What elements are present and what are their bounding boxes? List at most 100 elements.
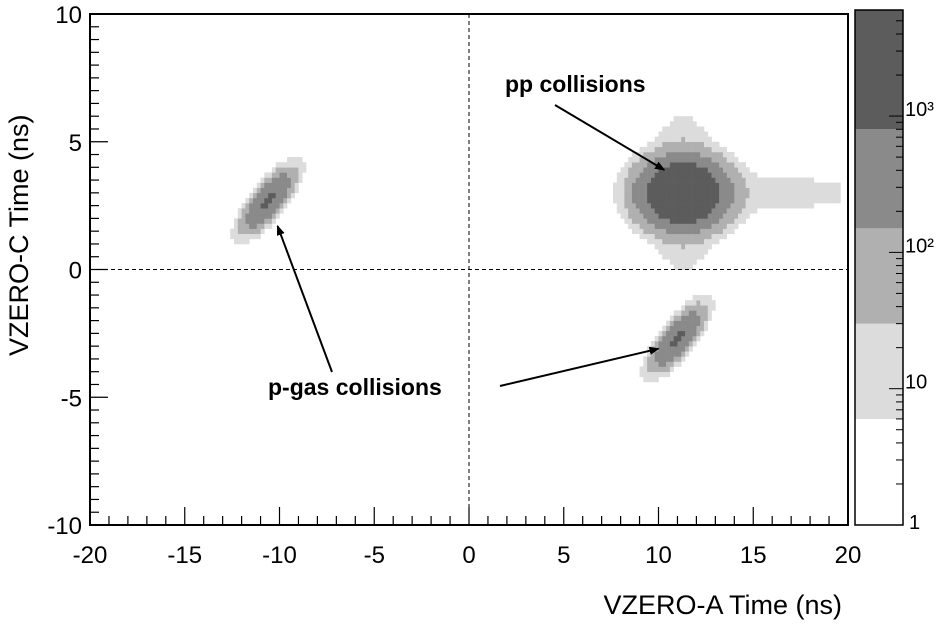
heatmap-cell xyxy=(745,208,750,214)
heatmap-cell xyxy=(666,162,671,168)
heatmap-cell xyxy=(787,192,792,199)
heatmap-cell xyxy=(650,238,656,245)
heatmap-cell xyxy=(696,330,701,337)
heatmap-cell xyxy=(677,192,682,199)
heatmap-cell xyxy=(669,131,674,137)
heatmap-cell xyxy=(639,371,644,378)
heatmap-cell xyxy=(628,157,633,163)
heatmap-cell xyxy=(783,192,788,199)
heatmap-cell xyxy=(669,254,674,260)
colorbar-band xyxy=(855,129,903,229)
heatmap-cell xyxy=(673,208,678,214)
heatmap-cell xyxy=(647,146,652,153)
heatmap-cell xyxy=(738,182,743,189)
heatmap-cell xyxy=(658,330,663,337)
heatmap-cell xyxy=(662,330,667,337)
heatmap-cell xyxy=(279,177,284,183)
heatmap-cell xyxy=(631,228,637,235)
heatmap-cell xyxy=(753,192,758,199)
heatmap-cell xyxy=(245,213,250,219)
heatmap-cell xyxy=(294,187,299,194)
heatmap-cell xyxy=(260,182,265,189)
y-tick-label: 10 xyxy=(55,2,82,29)
heatmap-cell xyxy=(654,151,659,158)
heatmap-cell xyxy=(779,203,784,209)
heatmap-cell xyxy=(662,233,667,240)
heatmap-cell xyxy=(650,351,656,357)
heatmap-cell xyxy=(745,213,750,219)
heatmap-cell xyxy=(681,203,686,209)
heatmap-cell xyxy=(681,243,686,250)
heatmap-cell xyxy=(738,167,743,173)
heatmap-cell xyxy=(722,187,728,194)
heatmap-cell xyxy=(741,167,746,173)
heatmap-cell xyxy=(650,177,656,183)
heatmap-cell xyxy=(673,361,678,367)
heatmap-cell xyxy=(685,187,690,194)
heatmap-cell xyxy=(673,351,678,357)
heatmap-cell xyxy=(692,151,697,158)
heatmap-cell xyxy=(620,197,625,204)
heatmap-cell xyxy=(738,197,743,204)
heatmap-cell xyxy=(666,187,671,194)
heatmap-cell xyxy=(685,249,690,255)
x-tick-label: -15 xyxy=(167,542,202,569)
heatmap-cell xyxy=(249,192,254,199)
heatmap-cell xyxy=(741,187,746,194)
heatmap-cell xyxy=(624,177,629,183)
heatmap-cell xyxy=(662,361,667,367)
heatmap-cell xyxy=(692,136,697,143)
heatmap-cell xyxy=(677,218,682,224)
heatmap-cell xyxy=(741,177,746,183)
heatmap-cell xyxy=(275,167,280,173)
heatmap-cell xyxy=(688,167,693,173)
heatmap-cell xyxy=(673,136,678,143)
heatmap-cell xyxy=(677,335,682,342)
heatmap-cell xyxy=(730,172,735,178)
heatmap-cell xyxy=(749,203,754,209)
heatmap-cell xyxy=(654,233,659,240)
heatmap-cell xyxy=(707,177,712,183)
heatmap-cell xyxy=(669,259,674,265)
heatmap-cell xyxy=(283,162,288,168)
heatmap-cell xyxy=(673,157,678,163)
heatmap-cell xyxy=(631,151,637,158)
heatmap-cell xyxy=(794,192,800,199)
heatmap-cell xyxy=(268,213,273,219)
heatmap-cell xyxy=(787,187,792,194)
heatmap-cell xyxy=(726,157,731,163)
heatmap-cell xyxy=(628,197,633,204)
heatmap-cell xyxy=(700,151,705,158)
heatmap-cell xyxy=(741,182,746,189)
heatmap-cell xyxy=(703,223,709,229)
heatmap-cell xyxy=(700,213,705,219)
heatmap-cell xyxy=(719,182,724,189)
heatmap-cell xyxy=(696,157,701,163)
heatmap-cell xyxy=(707,136,712,143)
heatmap-cell xyxy=(688,182,693,189)
heatmap-cell xyxy=(647,238,652,245)
heatmap-cell xyxy=(692,238,697,245)
heatmap-cell xyxy=(726,192,731,199)
heatmap-cell xyxy=(647,223,652,229)
heatmap-cell xyxy=(290,177,295,183)
heatmap-cell xyxy=(836,197,841,204)
heatmap-cell xyxy=(620,177,625,183)
heatmap-cell xyxy=(791,182,796,189)
heatmap-cell xyxy=(613,182,618,189)
heatmap-cell xyxy=(681,121,686,127)
heatmap-cell xyxy=(662,228,667,235)
heatmap-cell xyxy=(715,218,720,224)
heatmap-cell xyxy=(681,136,686,143)
heatmap-cell xyxy=(817,182,822,189)
heatmap-cell xyxy=(643,233,648,240)
heatmap-cell xyxy=(700,300,705,306)
heatmap-cell xyxy=(279,172,284,178)
heatmap-cell xyxy=(726,167,731,173)
heatmap-cell xyxy=(696,141,701,148)
heatmap-cell xyxy=(722,151,728,158)
heatmap-cell xyxy=(696,233,701,240)
heatmap-cell xyxy=(647,192,652,199)
heatmap-cell xyxy=(719,151,724,158)
heatmap-cell xyxy=(677,361,682,367)
